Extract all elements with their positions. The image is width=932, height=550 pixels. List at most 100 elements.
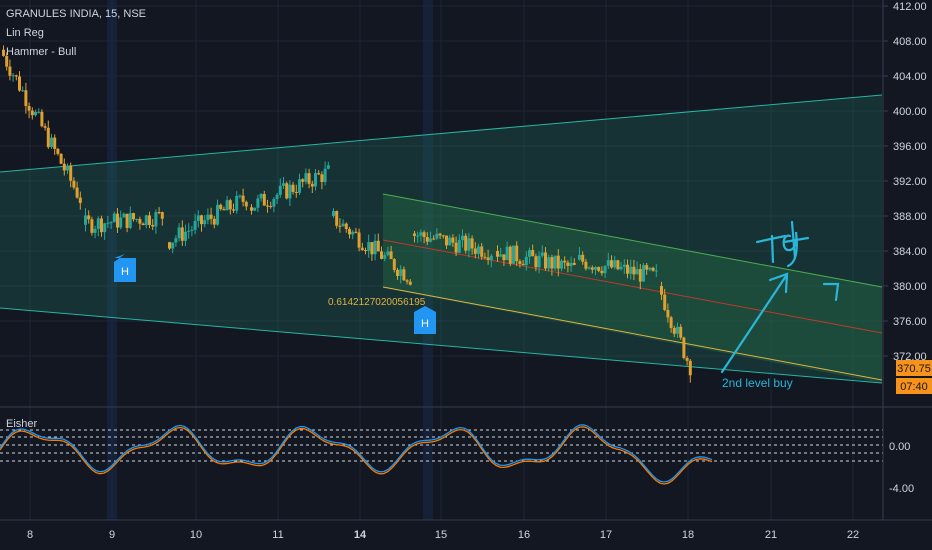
candle-body — [53, 137, 57, 149]
candle-body — [5, 55, 9, 67]
candle-body — [380, 251, 383, 259]
fisher-axis-label: -4.00 — [889, 483, 914, 495]
time-axis-label: 16 — [518, 529, 530, 541]
candle-body — [132, 213, 135, 220]
hammer-session-highlight — [423, 0, 433, 520]
candle-body — [569, 262, 573, 266]
candle-body — [648, 267, 652, 270]
candle-body — [317, 173, 321, 175]
candle-body — [402, 269, 406, 281]
candle-body — [386, 251, 390, 256]
candle-body — [566, 262, 570, 266]
candle-body — [187, 230, 191, 232]
candle-body — [103, 223, 107, 233]
candle-body — [285, 183, 289, 199]
target-scribble[interactable] — [755, 220, 840, 302]
candle-body — [416, 235, 420, 237]
candle-body — [685, 357, 689, 361]
candle-body — [376, 240, 380, 252]
candle-body — [262, 193, 266, 206]
candle-body — [486, 257, 490, 260]
time-axis-label: 10 — [190, 529, 202, 541]
candle-body — [238, 195, 242, 197]
hammer-badge[interactable]: H — [114, 254, 136, 282]
candle-body — [445, 235, 448, 246]
candle-body — [212, 218, 216, 225]
candle-body — [304, 173, 308, 182]
candle-body — [669, 317, 673, 328]
candle-body — [560, 260, 563, 269]
time-axis-label: 22 — [847, 529, 859, 541]
candle-body — [344, 223, 348, 229]
candle-body — [310, 183, 314, 187]
price-axis-label: 412.00 — [893, 1, 927, 13]
candle-body — [122, 213, 126, 218]
candle-body — [432, 238, 436, 240]
candle-body — [408, 281, 412, 285]
candle-body — [228, 200, 232, 210]
candle-body — [603, 265, 607, 274]
candle-body — [553, 255, 557, 269]
candle-body — [96, 218, 100, 229]
candle-body — [632, 266, 636, 275]
candle-body — [508, 246, 512, 264]
candle-body — [320, 174, 324, 182]
candle-body — [100, 218, 103, 233]
time-axis[interactable]: 8 9 10 11 14 15 16 17 18 21 22 — [27, 529, 859, 541]
annotation-arrow[interactable] — [720, 272, 789, 374]
candle-body — [619, 266, 623, 270]
candle-body — [626, 264, 629, 274]
candle-body — [550, 257, 554, 269]
buy-note: 2nd level buy — [722, 376, 793, 390]
candle-body — [405, 280, 409, 282]
candle-body — [235, 195, 239, 211]
candle-body — [184, 231, 187, 241]
candle-body — [24, 90, 28, 107]
candle-body — [489, 255, 493, 260]
fisher-legend[interactable]: Eisher — [6, 418, 38, 430]
hammer-badge[interactable]: H — [414, 306, 436, 334]
candle-body — [125, 213, 129, 228]
time-axis-label: 8 — [27, 529, 33, 541]
candle-body — [66, 165, 69, 171]
candle-body — [370, 242, 374, 255]
candle-body — [112, 213, 116, 223]
countdown-value: 07:40 — [900, 381, 928, 393]
fisher-line — [0, 424, 713, 483]
regression-value-label: 0.6142127020056195 — [328, 297, 426, 308]
candle-body — [383, 255, 387, 259]
candle-body — [2, 49, 5, 56]
candle-body — [367, 242, 371, 251]
linreg-legend[interactable]: Lin Reg — [6, 27, 44, 39]
candle-body — [422, 232, 426, 237]
candle-body — [116, 213, 119, 228]
candle-body — [84, 215, 87, 225]
candle-body — [18, 76, 21, 91]
candle-body — [682, 337, 686, 358]
descending-channel-upper — [382, 193, 883, 288]
candle-body — [335, 210, 339, 226]
candle-body — [419, 232, 423, 236]
price-axis-label: 408.00 — [893, 36, 927, 48]
time-axis-label: 15 — [435, 529, 447, 541]
price-axis-label: 392.00 — [893, 176, 927, 188]
candle-body — [106, 222, 110, 224]
candle-body — [524, 256, 528, 266]
candle-body — [209, 214, 213, 219]
symbol-legend[interactable]: GRANULES INDIA, 15, NSE — [6, 8, 146, 20]
candle-body — [515, 245, 519, 262]
hammer-legend[interactable]: Hammer - Bull — [6, 46, 77, 58]
time-axis-label: 9 — [109, 529, 115, 541]
regression-channel-fill — [0, 95, 882, 383]
candle-body — [360, 247, 364, 251]
price-axis[interactable]: 412.00 408.00 404.00 400.00 396.00 392.00 388.… — [883, 1, 927, 363]
candle-body — [364, 250, 367, 252]
candle-body — [50, 137, 53, 148]
candle-body — [34, 111, 37, 116]
candle-body — [477, 246, 480, 254]
candle-body — [600, 270, 604, 274]
candle-body — [232, 209, 235, 211]
hammer-badge-label: H — [121, 266, 129, 278]
candle-body — [219, 204, 223, 210]
